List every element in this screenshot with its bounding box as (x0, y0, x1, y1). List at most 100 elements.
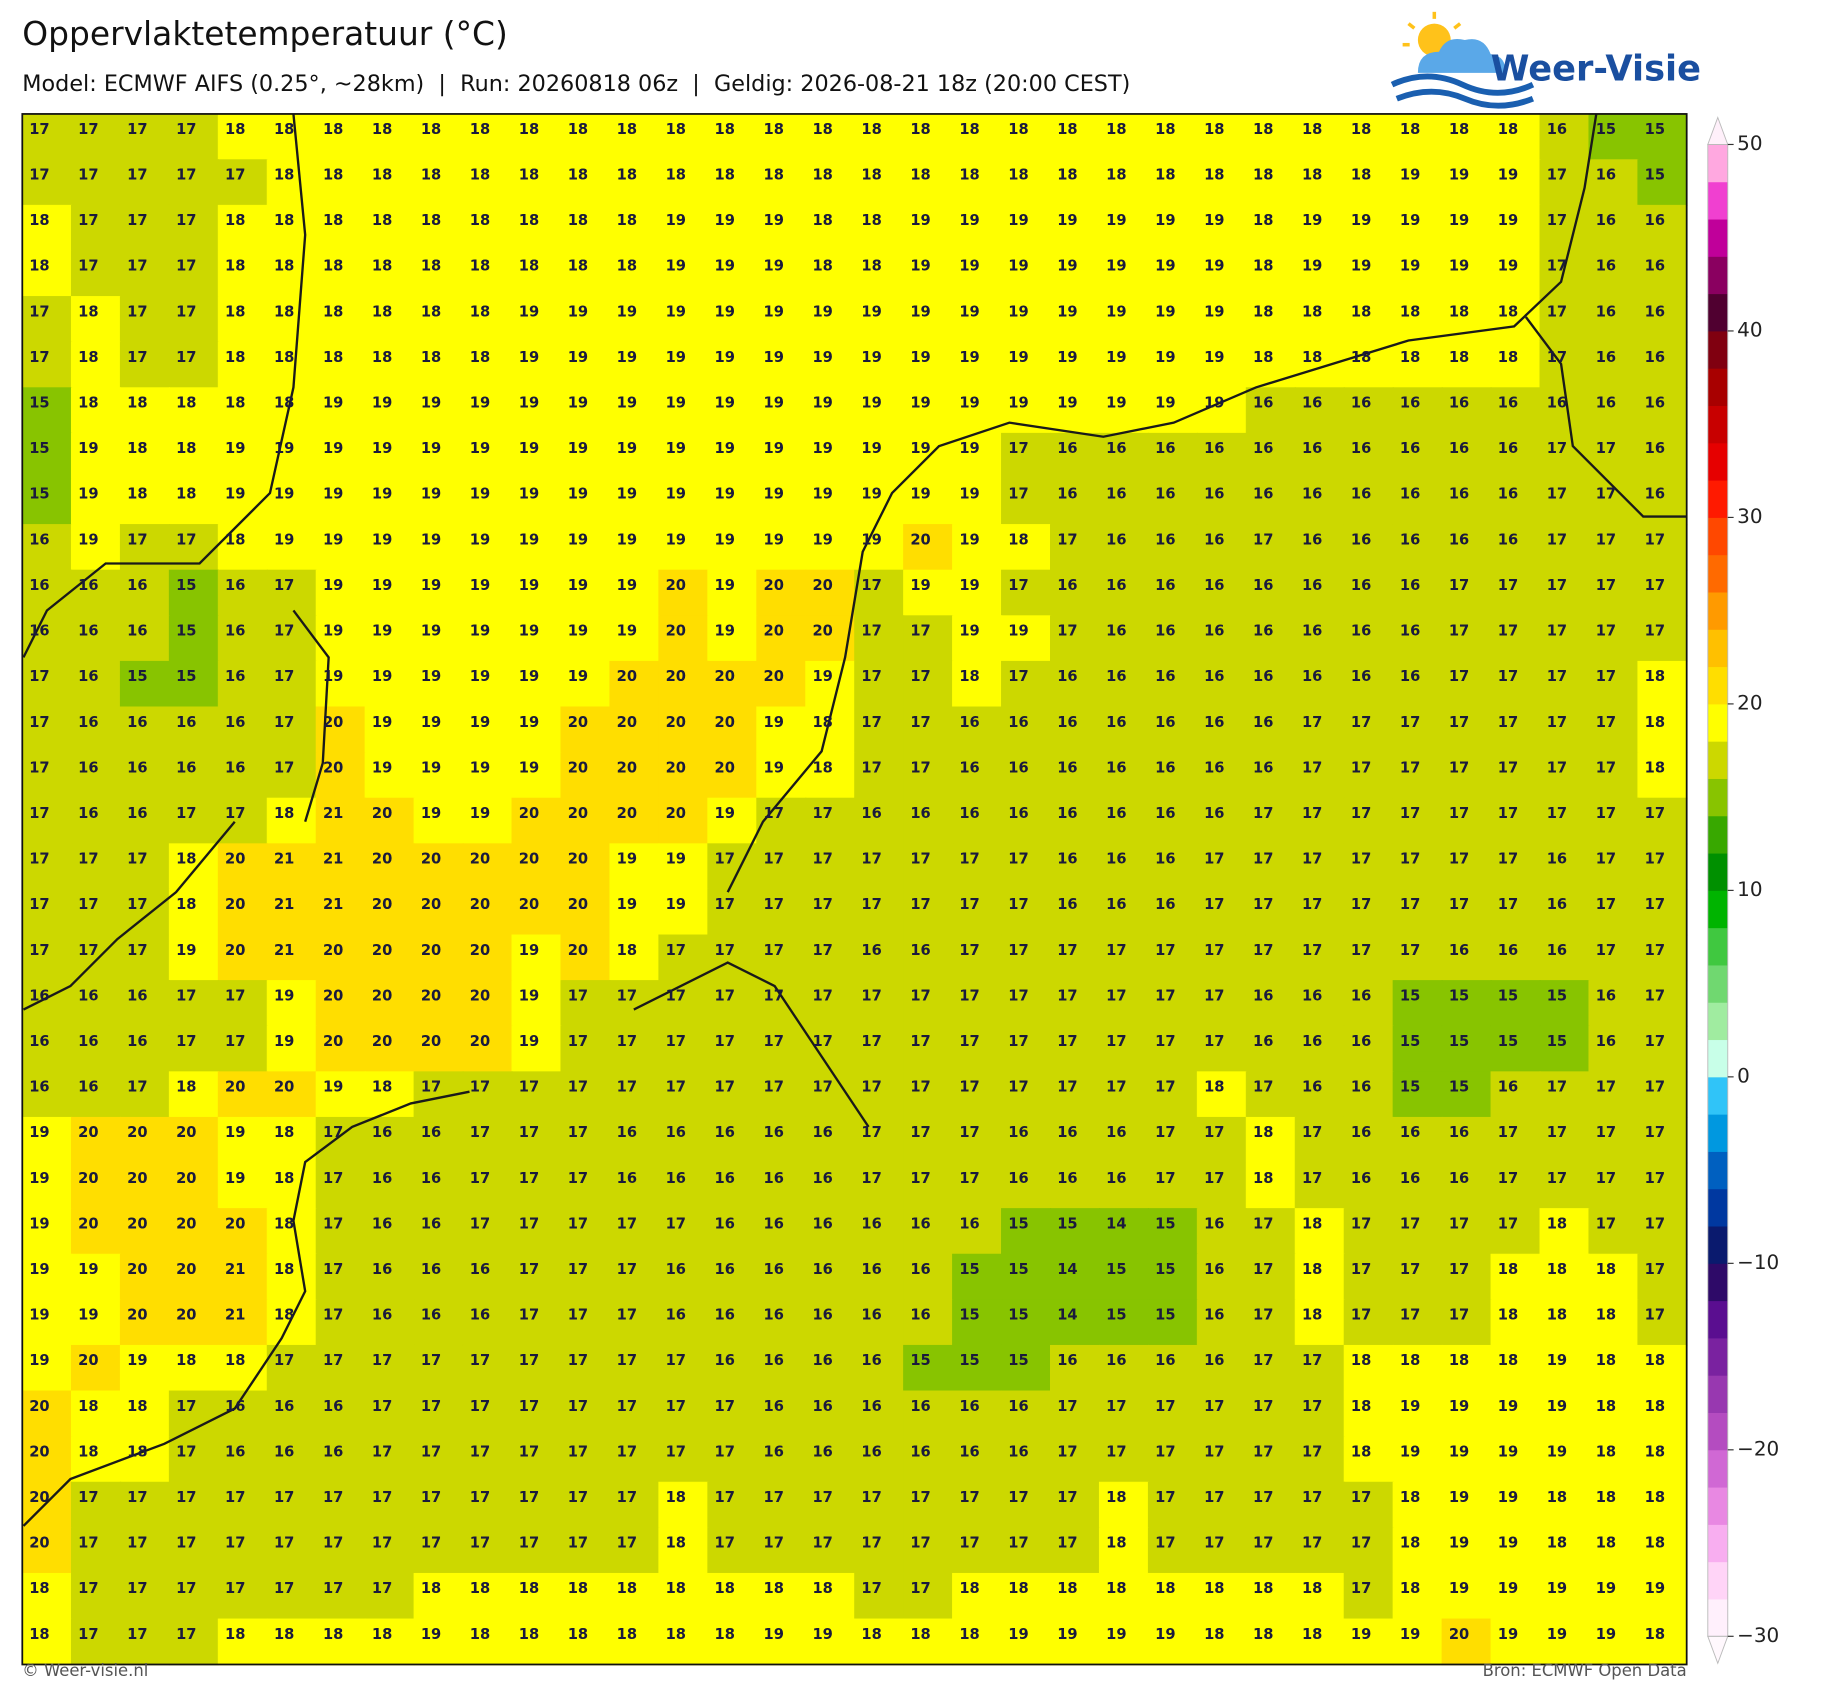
temp-cell (658, 478, 709, 526)
temp-label: 18 (1253, 121, 1273, 138)
temp-label: 19 (372, 395, 392, 412)
temp-cell (560, 159, 611, 207)
temp-cell (22, 159, 73, 207)
temp-label: 18 (1302, 1580, 1322, 1597)
temp-cell (22, 204, 73, 252)
temp-label: 17 (1596, 942, 1616, 959)
temp-label: 18 (1253, 1124, 1273, 1141)
temp-label: 17 (1057, 1033, 1077, 1050)
temp-label: 19 (666, 395, 686, 412)
temp-label: 17 (1596, 759, 1616, 776)
temp-label: 17 (1645, 987, 1665, 1004)
colorbar-bin (1707, 144, 1728, 183)
logo-cloud (1417, 38, 1506, 73)
temp-label: 18 (617, 1580, 637, 1597)
temp-cell (1392, 341, 1443, 389)
temp-label: 16 (715, 1307, 735, 1324)
temp-cell (1343, 432, 1394, 480)
temp-label: 19 (861, 486, 881, 503)
temp-cell (658, 341, 709, 389)
temp-label: 16 (1449, 395, 1469, 412)
temp-cell (1637, 296, 1688, 343)
temp-label: 17 (127, 1079, 147, 1096)
temp-cell (1588, 341, 1639, 389)
temp-label: 18 (519, 167, 539, 184)
temp-cell (22, 843, 73, 891)
temp-cell (168, 706, 219, 754)
temp-label: 17 (1547, 805, 1567, 822)
temp-cell (1392, 706, 1443, 754)
temp-label: 16 (1645, 440, 1665, 457)
temp-label: 19 (1498, 1580, 1518, 1597)
temp-label: 18 (470, 258, 490, 275)
temp-cell (1392, 432, 1443, 480)
temp-label: 17 (1106, 1443, 1126, 1460)
temp-cell (1539, 204, 1590, 252)
temp-label: 16 (812, 1398, 832, 1415)
temp-cell (1245, 341, 1296, 389)
temp-label: 19 (764, 1626, 784, 1643)
temp-label: 19 (812, 1626, 832, 1643)
temp-label: 19 (78, 1307, 98, 1324)
temp-label: 15 (1400, 1033, 1420, 1050)
temp-cell (1343, 797, 1394, 845)
colorbar-bin (1707, 1002, 1728, 1041)
temp-cell (1588, 296, 1639, 343)
temp-label: 18 (812, 167, 832, 184)
temp-label: 16 (323, 1443, 343, 1460)
temp-label: 19 (1106, 1626, 1126, 1643)
temp-cell (560, 296, 611, 343)
temp-label: 21 (323, 851, 343, 868)
temp-label: 16 (1204, 1307, 1224, 1324)
temp-cell (707, 752, 758, 799)
temp-label: 16 (861, 1398, 881, 1415)
temp-label: 15 (176, 577, 196, 594)
temp-label: 18 (225, 531, 245, 548)
temp-label: 17 (29, 349, 49, 366)
temp-label: 17 (323, 1124, 343, 1141)
colorbar-bin (1707, 890, 1728, 929)
temp-label: 19 (1008, 303, 1028, 320)
temp-label: 19 (519, 759, 539, 776)
temp-cell (903, 296, 954, 343)
temp-label: 17 (1498, 896, 1518, 913)
temp-label: 17 (421, 1535, 441, 1552)
temp-label: 18 (1351, 167, 1371, 184)
temp-label: 20 (666, 759, 686, 776)
temp-label: 17 (372, 1535, 392, 1552)
temp-cell (1490, 615, 1541, 663)
temp-label: 17 (1057, 1489, 1077, 1506)
temp-label: 17 (1253, 1443, 1273, 1460)
temp-label: 15 (1498, 987, 1518, 1004)
temp-cell (413, 569, 464, 617)
temp-cell (1294, 159, 1345, 207)
temp-label: 17 (1057, 1079, 1077, 1096)
temp-label: 17 (1204, 1443, 1224, 1460)
temp-label: 17 (127, 349, 147, 366)
temp-label: 20 (176, 1215, 196, 1232)
temp-label: 17 (470, 1170, 490, 1187)
temp-label: 19 (1449, 1398, 1469, 1415)
temp-label: 19 (1351, 258, 1371, 275)
temp-label: 18 (176, 440, 196, 457)
temp-label: 16 (1106, 1124, 1126, 1141)
temp-label: 16 (1449, 1170, 1469, 1187)
temp-cell (1392, 250, 1443, 298)
temp-cell (1001, 296, 1052, 343)
temp-label: 19 (421, 759, 441, 776)
temp-label: 18 (861, 258, 881, 275)
temp-cell (315, 296, 366, 343)
temp-label: 18 (274, 1261, 294, 1278)
temp-cell (805, 387, 856, 435)
temp-label: 15 (127, 668, 147, 685)
temp-label: 18 (812, 212, 832, 229)
temp-label: 16 (1351, 668, 1371, 685)
temp-label: 17 (861, 987, 881, 1004)
temp-label: 17 (29, 805, 49, 822)
temp-label: 19 (959, 258, 979, 275)
temp-cell (560, 478, 611, 526)
temp-label: 19 (568, 440, 588, 457)
temp-label: 16 (1106, 623, 1126, 640)
temp-label: 19 (519, 668, 539, 685)
temp-label: 18 (1449, 1352, 1469, 1369)
